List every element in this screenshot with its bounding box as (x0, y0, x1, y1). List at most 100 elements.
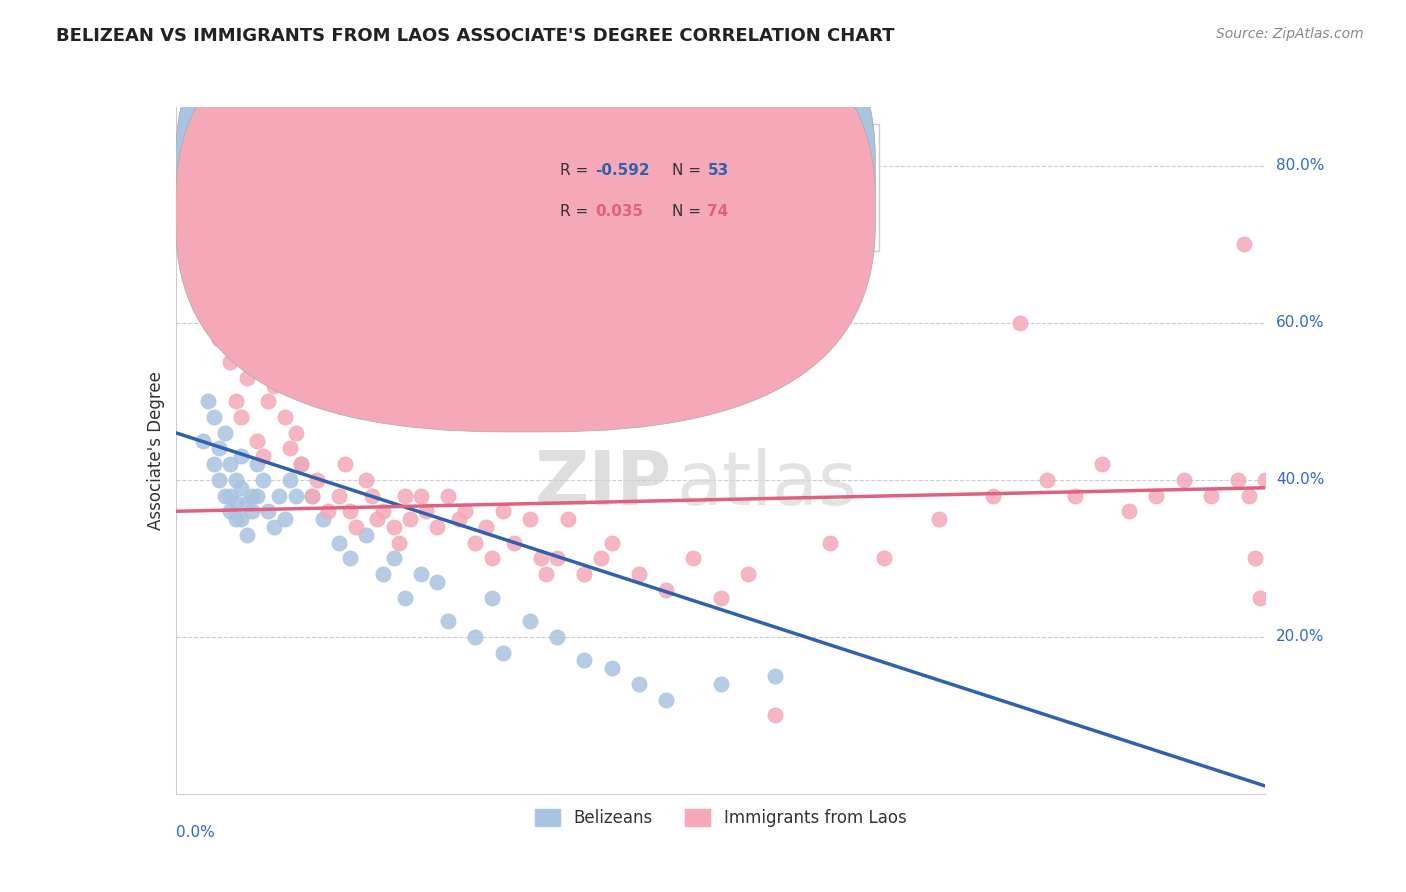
Point (197, 394, 219, 409)
Point (208, 473, 231, 487)
Point (464, 630, 486, 644)
Point (274, 512, 297, 526)
Point (534, 567, 557, 582)
Point (519, 614, 541, 628)
Point (481, 591, 503, 605)
Point (1249, 591, 1271, 605)
Point (763, 708, 786, 723)
Point (557, 512, 579, 526)
Point (235, 528, 257, 542)
Text: R =: R = (561, 204, 593, 219)
Point (737, 567, 759, 582)
Point (263, 378, 285, 392)
Point (447, 512, 470, 526)
Text: N =: N = (672, 204, 706, 219)
Point (371, 504, 394, 518)
Point (928, 512, 950, 526)
Text: -0.592: -0.592 (595, 162, 650, 178)
Point (388, 535, 411, 549)
Point (318, 504, 340, 518)
Point (360, 489, 382, 503)
Point (426, 574, 449, 589)
Point (1010, 316, 1032, 330)
Point (231, 481, 253, 495)
Point (1036, 473, 1059, 487)
Point (225, 394, 247, 409)
Text: Source: ZipAtlas.com: Source: ZipAtlas.com (1216, 27, 1364, 41)
Point (437, 614, 460, 628)
Point (627, 677, 650, 691)
Point (382, 520, 405, 534)
Point (475, 520, 498, 534)
Point (208, 332, 231, 346)
Point (574, 653, 596, 667)
Point (274, 410, 297, 425)
Point (710, 591, 733, 605)
Point (366, 512, 388, 526)
Text: 20.0%: 20.0% (1277, 630, 1324, 644)
Point (409, 567, 432, 582)
Point (600, 661, 623, 675)
Point (328, 489, 350, 503)
Point (399, 512, 422, 526)
Text: atlas: atlas (678, 449, 858, 521)
Point (235, 496, 257, 510)
Point (481, 551, 503, 566)
Point (231, 512, 253, 526)
Point (356, 528, 378, 542)
Point (655, 692, 678, 706)
Point (589, 551, 612, 566)
Point (763, 669, 786, 683)
Point (344, 520, 367, 534)
Point (574, 567, 596, 582)
Point (453, 504, 475, 518)
Text: 0.0%: 0.0% (176, 825, 215, 839)
Point (437, 489, 460, 503)
Point (818, 535, 841, 549)
Point (225, 496, 247, 510)
Point (202, 316, 225, 330)
Legend: Belizeans, Immigrants from Laos: Belizeans, Immigrants from Laos (527, 802, 914, 834)
Point (290, 457, 312, 471)
Point (981, 489, 1004, 503)
Point (246, 457, 269, 471)
Point (191, 300, 214, 314)
Point (627, 567, 650, 582)
Point (219, 355, 242, 369)
Point (339, 504, 361, 518)
Point (257, 504, 280, 518)
Point (1118, 504, 1140, 518)
Y-axis label: Associate's Degree: Associate's Degree (146, 371, 165, 530)
Point (225, 512, 247, 526)
Point (301, 489, 323, 503)
FancyBboxPatch shape (481, 124, 879, 252)
Point (1232, 237, 1256, 252)
Point (1199, 489, 1222, 503)
Point (214, 489, 236, 503)
Text: 0.035: 0.035 (595, 204, 644, 219)
Point (873, 551, 896, 566)
Point (257, 394, 280, 409)
Point (202, 410, 225, 425)
Text: 53: 53 (707, 162, 728, 178)
Point (382, 551, 405, 566)
Point (356, 473, 378, 487)
Point (333, 457, 356, 471)
Point (246, 434, 269, 448)
Point (339, 551, 361, 566)
Point (502, 535, 524, 549)
Point (409, 489, 432, 503)
Point (1227, 473, 1250, 487)
Point (235, 371, 257, 385)
Point (214, 425, 236, 440)
Point (225, 473, 247, 487)
Point (202, 457, 225, 471)
Point (290, 457, 312, 471)
Point (1237, 489, 1260, 503)
Point (492, 646, 515, 660)
Point (246, 489, 269, 503)
Point (1173, 473, 1195, 487)
Text: 74: 74 (707, 204, 728, 219)
Text: ZIP: ZIP (534, 449, 672, 521)
Point (208, 442, 231, 456)
